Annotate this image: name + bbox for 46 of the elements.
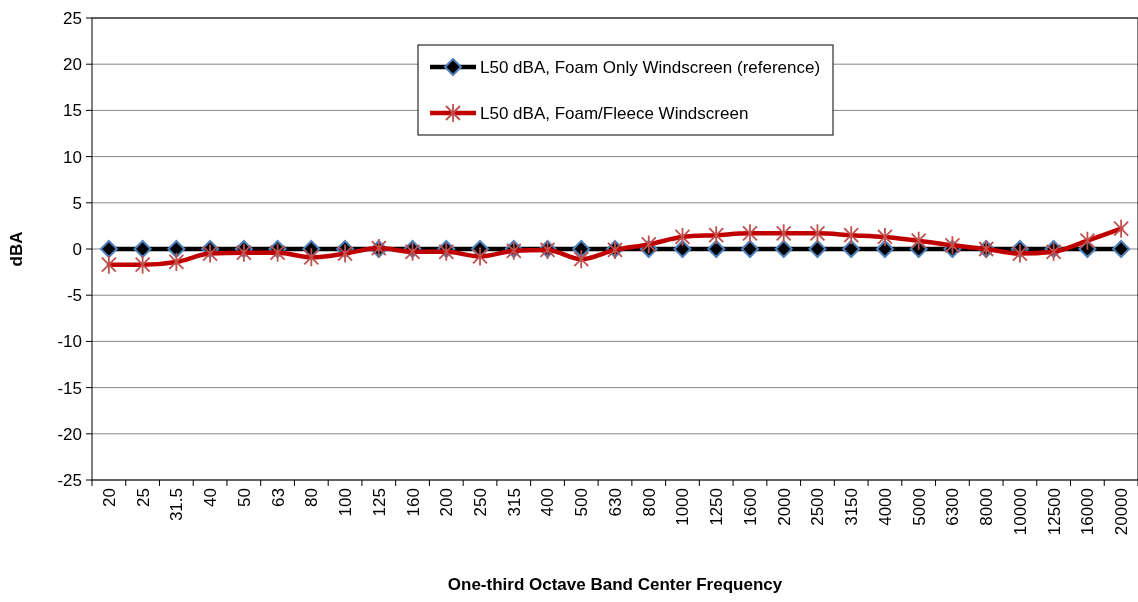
x-tick-label: 500	[572, 488, 592, 517]
y-tick-label: -20	[57, 424, 82, 444]
y-tick-label: -10	[57, 332, 82, 352]
legend-label: L50 dBA, Foam/Fleece Windscreen	[480, 103, 749, 123]
x-tick-label: 1600	[740, 488, 760, 526]
y-tick-label: 20	[63, 55, 82, 75]
x-tick-label: 1250	[707, 488, 727, 526]
x-tick-label: 2000	[774, 488, 794, 526]
x-tick-label: 125	[369, 488, 389, 517]
x-tick-label: 20	[99, 488, 119, 507]
x-tick-label: 3150	[842, 488, 862, 526]
x-tick-label: 31.5	[167, 488, 187, 522]
x-tick-label: 20000	[1112, 488, 1132, 536]
x-tick-label: 4000	[875, 488, 895, 526]
y-tick-label: 25	[63, 8, 82, 28]
y-tick-label: 15	[63, 101, 82, 121]
x-tick-label: 200	[437, 488, 457, 517]
x-tick-label: 50	[234, 488, 254, 507]
x-tick-label: 160	[403, 488, 423, 517]
y-tick-label: -25	[57, 470, 82, 490]
x-tick-label: 40	[201, 488, 221, 507]
x-tick-label: 80	[302, 488, 322, 507]
x-tick-label: 5000	[909, 488, 929, 526]
y-tick-label: -5	[66, 286, 82, 306]
x-tick-label: 630	[605, 488, 625, 517]
y-tick-label: 5	[72, 193, 82, 213]
x-tick-label: 25	[133, 488, 153, 507]
y-tick-label: 10	[63, 147, 82, 167]
y-tick-label: 0	[72, 239, 82, 259]
x-axis-title: One-third Octave Band Center Frequency	[447, 575, 783, 594]
x-tick-label: 12500	[1044, 488, 1064, 536]
x-tick-label: 800	[639, 488, 659, 517]
x-tick-label: 8000	[977, 488, 997, 526]
x-tick-label: 315	[504, 488, 524, 517]
x-tick-label: 6300	[943, 488, 963, 526]
x-tick-label: 10000	[1010, 488, 1030, 536]
x-tick-label: 16000	[1078, 488, 1098, 536]
y-tick-label: -15	[57, 378, 82, 398]
x-tick-label: 1000	[673, 488, 693, 526]
y-axis-title: dBA	[7, 231, 26, 267]
x-tick-label: 63	[268, 488, 288, 507]
x-tick-label: 400	[538, 488, 558, 517]
x-tick-label: 250	[470, 488, 490, 517]
x-tick-label: 2500	[808, 488, 828, 526]
x-tick-label: 100	[336, 488, 356, 517]
legend-label: L50 dBA, Foam Only Windscreen (reference)	[480, 57, 821, 77]
